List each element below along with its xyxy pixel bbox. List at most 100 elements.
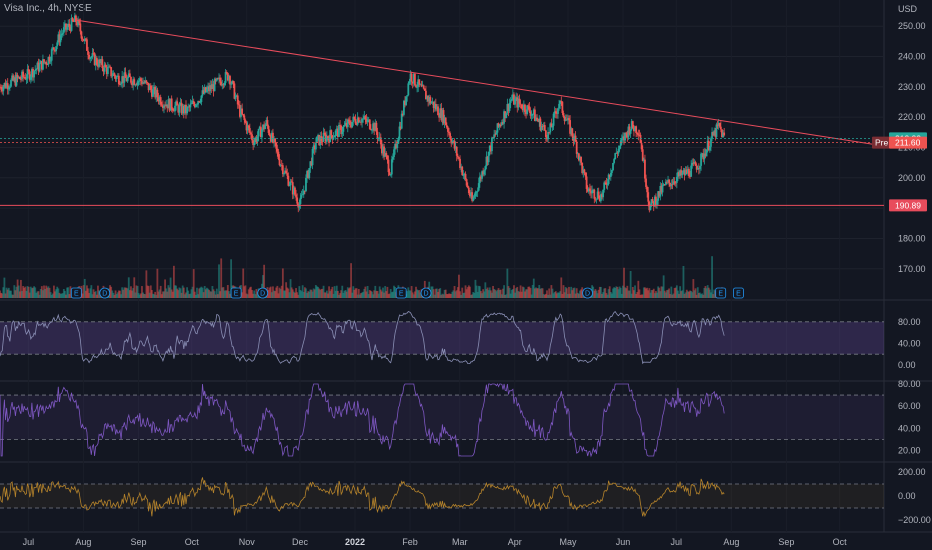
candle xyxy=(635,126,638,134)
time-tick-label: Apr xyxy=(508,537,522,547)
volume-bar xyxy=(704,286,707,298)
volume-bar xyxy=(341,285,344,298)
volume-bar xyxy=(436,288,438,298)
volume-bar xyxy=(95,294,98,298)
volume-bar xyxy=(689,290,691,298)
candle xyxy=(294,187,296,195)
candle xyxy=(69,26,72,31)
candle xyxy=(268,132,271,136)
candle xyxy=(650,199,653,206)
volume-bar xyxy=(701,293,704,298)
volume-bar xyxy=(300,291,303,298)
volume-bar xyxy=(445,294,448,298)
candle xyxy=(493,134,496,138)
volume-bar xyxy=(675,285,678,298)
volume-bar xyxy=(247,289,250,298)
candle xyxy=(486,156,489,163)
volume-bar xyxy=(324,292,327,298)
candle xyxy=(71,17,74,22)
volume-bar xyxy=(133,277,136,298)
candle xyxy=(364,116,367,120)
candle xyxy=(582,169,585,174)
volume-bar xyxy=(712,294,715,298)
candle xyxy=(201,90,204,96)
candle xyxy=(656,200,658,206)
candle xyxy=(652,201,655,207)
volume-bar xyxy=(159,285,162,298)
volume-bar xyxy=(394,287,397,298)
candle xyxy=(586,188,589,192)
volume-bar xyxy=(27,286,30,298)
volume-bar xyxy=(461,287,464,298)
candle xyxy=(390,159,393,175)
candle xyxy=(406,95,409,97)
volume-bar xyxy=(268,287,271,298)
volume-bar xyxy=(496,289,499,298)
candle xyxy=(122,76,125,83)
candle xyxy=(46,64,49,66)
volume-bar xyxy=(125,287,128,298)
candle xyxy=(183,104,186,114)
volume-bar xyxy=(166,291,169,298)
volume-bar xyxy=(519,285,522,298)
candle xyxy=(509,100,512,103)
volume-bar xyxy=(230,259,233,298)
volume-bar xyxy=(206,287,208,298)
time-tick-label: Jul xyxy=(23,537,35,547)
candle xyxy=(20,79,22,80)
candle xyxy=(398,126,401,139)
volume-bar xyxy=(134,292,137,298)
candle xyxy=(514,98,516,105)
candle xyxy=(290,181,293,183)
volume-bar xyxy=(619,287,622,298)
candle xyxy=(606,183,609,185)
volume-bar xyxy=(524,291,526,298)
candle xyxy=(682,170,685,173)
candle xyxy=(228,76,230,81)
volume-bar xyxy=(498,289,501,298)
candle xyxy=(503,111,505,124)
candle xyxy=(510,99,513,101)
volume-bar xyxy=(448,293,450,298)
volume-bar xyxy=(116,292,119,298)
volume-bar xyxy=(112,292,115,298)
candle xyxy=(686,169,689,174)
volume-bar xyxy=(618,286,621,298)
candle xyxy=(35,68,38,70)
candle xyxy=(281,165,284,175)
candle xyxy=(330,130,333,136)
candle xyxy=(274,138,277,143)
candle xyxy=(269,135,272,142)
volume-bar xyxy=(616,286,619,298)
candle xyxy=(167,99,170,109)
volume-bar xyxy=(146,285,149,298)
volume-bar xyxy=(98,290,100,298)
candle xyxy=(633,127,635,132)
volume-bar xyxy=(477,285,480,298)
volume-bar xyxy=(150,290,153,298)
candle xyxy=(112,73,115,76)
volume-bar xyxy=(66,287,69,298)
candle xyxy=(11,75,14,80)
volume-bar xyxy=(705,288,708,298)
volume-bar xyxy=(163,291,165,298)
candle xyxy=(659,185,662,197)
candle xyxy=(48,57,51,62)
candle xyxy=(447,127,449,132)
volume-bar xyxy=(353,290,356,298)
cci-tick-label: 0.00 xyxy=(898,491,916,501)
volume-bar xyxy=(200,286,203,298)
candle xyxy=(26,69,29,79)
time-tick-label: Sep xyxy=(130,537,146,547)
volume-bar xyxy=(453,286,456,298)
volume-bar xyxy=(179,288,182,298)
volume-bar xyxy=(210,291,213,298)
candle xyxy=(231,80,234,84)
candle xyxy=(458,157,460,159)
candle xyxy=(573,135,576,141)
volume-bar xyxy=(662,275,665,298)
volume-bar xyxy=(291,289,294,298)
candle xyxy=(178,105,181,113)
candle xyxy=(225,72,228,74)
